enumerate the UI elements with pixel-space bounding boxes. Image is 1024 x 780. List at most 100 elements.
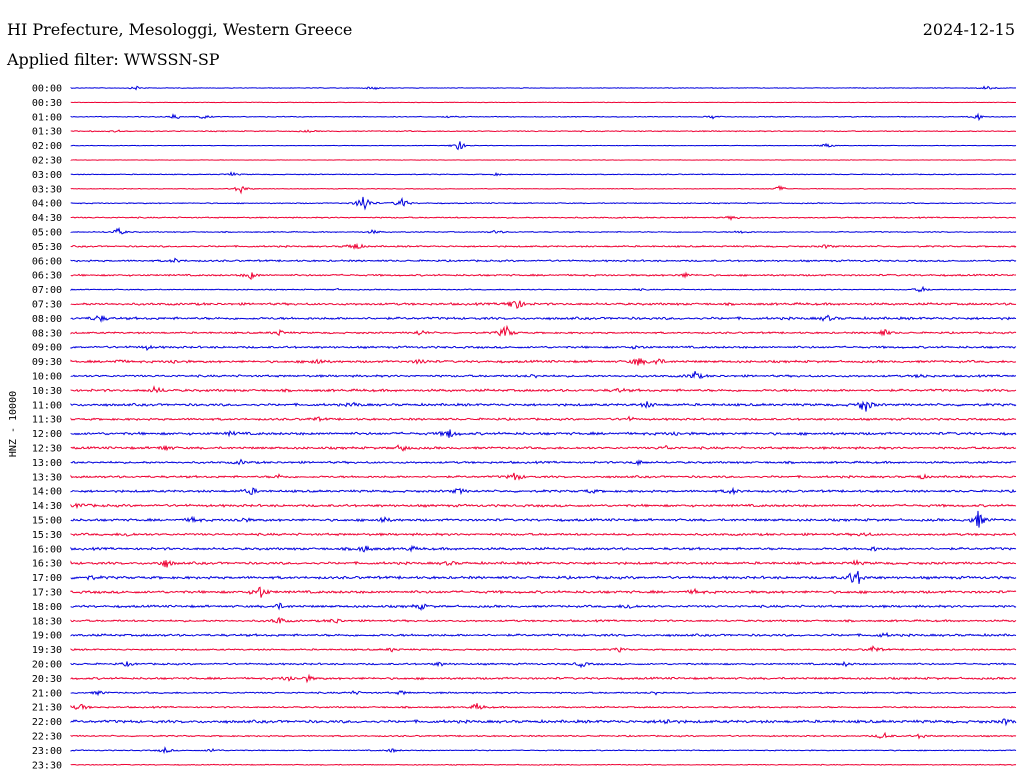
trace-line (70, 196, 1017, 211)
time-tick-label: 04:00 (32, 199, 62, 210)
trace-line (70, 544, 1017, 553)
time-tick-label: 22:00 (32, 717, 62, 728)
trace-line (70, 660, 1017, 669)
filter-label: Applied filter: WWSSN-SP (7, 50, 220, 69)
time-tick-label: 21:00 (32, 688, 62, 699)
time-tick-label: 10:00 (32, 372, 62, 383)
time-tick-label: 00:00 (32, 84, 62, 95)
time-tick-label: 12:00 (32, 429, 62, 440)
trace-line (70, 344, 1017, 351)
record-date: 2024-12-15 (922, 20, 1015, 39)
station-title: HI Prefecture, Mesologgi, Western Greece (7, 20, 353, 39)
trace-line (70, 215, 1017, 222)
time-tick-label: 23:30 (32, 760, 62, 771)
trace-line (70, 502, 1017, 510)
trace-line (70, 616, 1017, 624)
trace-line (70, 429, 1017, 438)
trace-line (70, 112, 1017, 122)
time-tick-label: 14:30 (32, 501, 62, 512)
trace-line (70, 300, 1017, 309)
trace-line (70, 171, 1017, 177)
time-tick-label: 02:30 (32, 156, 62, 167)
time-tick-label: 07:00 (32, 285, 62, 296)
time-tick-label: 04:30 (32, 213, 62, 224)
time-tick-label: 12:30 (32, 444, 62, 455)
time-tick-label: 09:30 (32, 357, 62, 368)
time-tick-label: 17:30 (32, 588, 62, 599)
trace-line (70, 444, 1017, 452)
trace-line (70, 746, 1017, 755)
trace-line (70, 257, 1017, 263)
trace-line (70, 532, 1017, 537)
time-tick-label: 09:00 (32, 343, 62, 354)
trace-line (70, 285, 1017, 293)
trace-line (70, 141, 1017, 151)
time-tick-label: 13:00 (32, 458, 62, 469)
time-tick-label: 16:00 (32, 544, 62, 555)
trace-line (70, 559, 1017, 568)
time-tick-label: 16:30 (32, 559, 62, 570)
trace-line (70, 324, 1017, 337)
time-tick-label: 01:30 (32, 127, 62, 138)
trace-line (70, 85, 1017, 91)
trace-line (70, 570, 1017, 584)
time-tick-label: 19:30 (32, 645, 62, 656)
time-tick-label: 06:30 (32, 271, 62, 282)
trace-line (70, 689, 1017, 697)
time-tick-label: 18:30 (32, 616, 62, 627)
time-tick-label: 06:00 (32, 256, 62, 267)
seismic-traces (70, 85, 1017, 766)
trace-line (70, 129, 1017, 133)
trace-line (70, 385, 1017, 394)
time-tick-label: 05:30 (32, 242, 62, 253)
time-tick-label: 05:00 (32, 228, 62, 239)
y-axis-label-group: HNZ - 10000 (8, 391, 19, 457)
trace-line (70, 631, 1017, 638)
time-tick-label: 01:00 (32, 112, 62, 123)
time-tick-label: 15:00 (32, 516, 62, 527)
trace-line (70, 602, 1017, 611)
trace-line (70, 645, 1017, 653)
time-tick-label: 08:00 (32, 314, 62, 325)
trace-line (70, 271, 1017, 281)
time-tick-label: 03:00 (32, 170, 62, 181)
y-axis-label: HNZ - 10000 (8, 391, 19, 457)
trace-line (70, 371, 1017, 380)
trace-line (70, 472, 1017, 481)
trace-line (70, 731, 1017, 740)
time-tick-label: 15:30 (32, 530, 62, 541)
trace-line (70, 400, 1017, 412)
trace-line (70, 101, 1017, 104)
trace-line (70, 458, 1017, 467)
trace-line (70, 185, 1017, 195)
time-tick-label: 10:30 (32, 386, 62, 397)
time-tick-label: 18:00 (32, 602, 62, 613)
time-tick-label: 22:30 (32, 732, 62, 743)
trace-line (70, 242, 1017, 250)
time-tick-label: 07:30 (32, 300, 62, 311)
time-tick-label: 17:00 (32, 573, 62, 584)
trace-line (70, 227, 1017, 235)
time-tick-label: 23:00 (32, 746, 62, 757)
time-tick-label: 19:00 (32, 631, 62, 642)
trace-line (70, 703, 1017, 711)
trace-line (70, 763, 1017, 766)
trace-line (70, 358, 1017, 366)
trace-line (70, 586, 1017, 598)
time-tick-label: 08:30 (32, 328, 62, 339)
time-tick-label: 14:00 (32, 487, 62, 498)
trace-line (70, 718, 1017, 727)
time-tick-label: 02:00 (32, 141, 62, 152)
time-tick-label: 03:30 (32, 184, 62, 195)
trace-line (70, 510, 1017, 528)
trace-line (70, 314, 1017, 323)
time-tick-label: 11:00 (32, 400, 62, 411)
time-tick-label: 00:30 (32, 98, 62, 109)
trace-line (70, 673, 1017, 684)
trace-line (70, 159, 1017, 161)
trace-line (70, 415, 1017, 423)
time-tick-label: 21:30 (32, 703, 62, 714)
time-tick-label: 20:30 (32, 674, 62, 685)
time-tick-label: 20:00 (32, 660, 62, 671)
